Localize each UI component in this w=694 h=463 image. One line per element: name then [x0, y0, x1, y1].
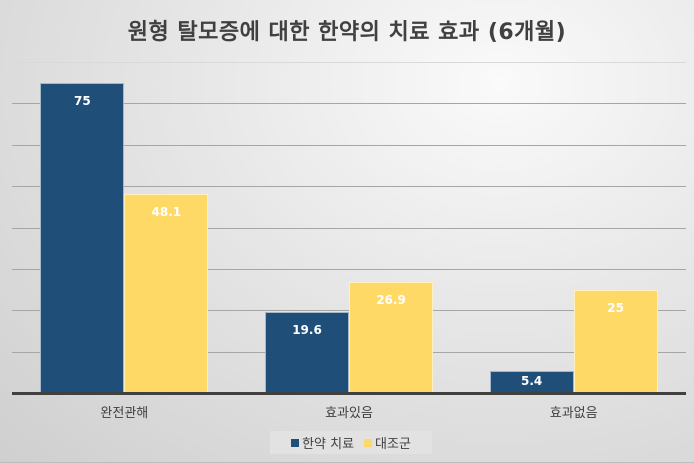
bar-control: 25 — [573, 289, 658, 393]
legend-label: 대조군 — [375, 437, 411, 452]
chart-title: 원형 탈모증에 대한 한약의 치료 효과 (6개월) — [127, 20, 567, 45]
data-label: 75 — [73, 93, 91, 108]
plot-area: 75 48.1 19.6 26.9 5.4 25 — [12, 62, 686, 395]
legend-item-herbal: 한약 치료 — [291, 433, 354, 452]
gridline — [12, 268, 686, 270]
gridline — [12, 186, 686, 188]
legend-label: 한약 치료 — [302, 437, 355, 452]
x-axis-line — [12, 392, 686, 395]
data-label: 25 — [607, 300, 624, 315]
data-label: 26.9 — [376, 292, 406, 307]
bar-control: 26.9 — [349, 281, 433, 393]
data-label: 5.4 — [521, 373, 543, 388]
data-label: 19.6 — [292, 322, 322, 337]
gridline — [12, 103, 686, 105]
bar-herbal: 19.6 — [265, 311, 349, 393]
bar-control: 48.1 — [124, 194, 209, 393]
legend-item-control: 대조군 — [364, 433, 411, 452]
legend-swatch-herbal-icon — [291, 438, 300, 447]
gridline — [12, 62, 686, 63]
category-label: 완전관해 — [100, 406, 149, 421]
bar-herbal: 75 — [40, 82, 125, 393]
gridline — [12, 144, 686, 146]
legend-swatch-control-icon — [364, 438, 373, 447]
bar-herbal: 5.4 — [489, 370, 574, 393]
gridline — [12, 227, 686, 229]
category-label: 효과있음 — [325, 406, 373, 421]
category-label: 효과없음 — [549, 406, 598, 421]
legend: 한약 치료 대조군 — [270, 431, 432, 454]
data-label: 48.1 — [151, 205, 182, 219]
